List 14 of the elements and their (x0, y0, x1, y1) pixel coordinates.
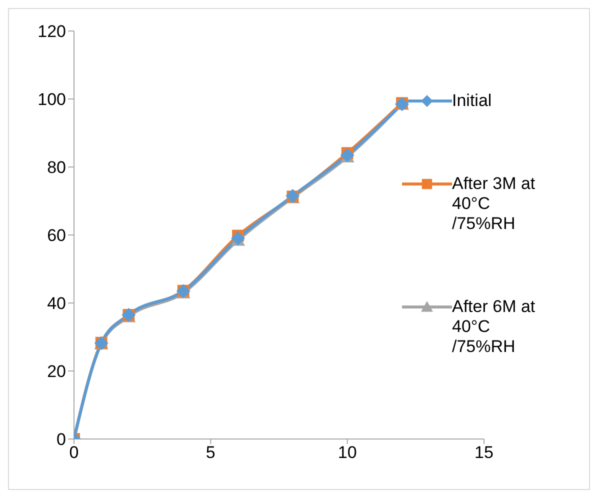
y-tick-label: 100 (38, 90, 66, 110)
x-tick-label: 15 (474, 443, 494, 462)
y-tick-label: 80 (47, 158, 66, 178)
y-tick-label: 120 (38, 22, 66, 42)
x-tick-label: 10 (338, 443, 357, 462)
y-tick-label: 60 (47, 226, 66, 246)
legend-label: After 3M at 40°C /75%RH (452, 174, 536, 234)
x-tick-label: 0 (69, 443, 79, 462)
legend-label: Initial (452, 90, 493, 111)
legend-label: After 6M at 40°C /75%RH (452, 297, 536, 358)
y-tick-label: 20 (47, 362, 66, 382)
y-tick-label: 0 (56, 430, 66, 450)
y-tick-label: 40 (47, 294, 66, 314)
x-tick-label: 5 (206, 443, 216, 462)
